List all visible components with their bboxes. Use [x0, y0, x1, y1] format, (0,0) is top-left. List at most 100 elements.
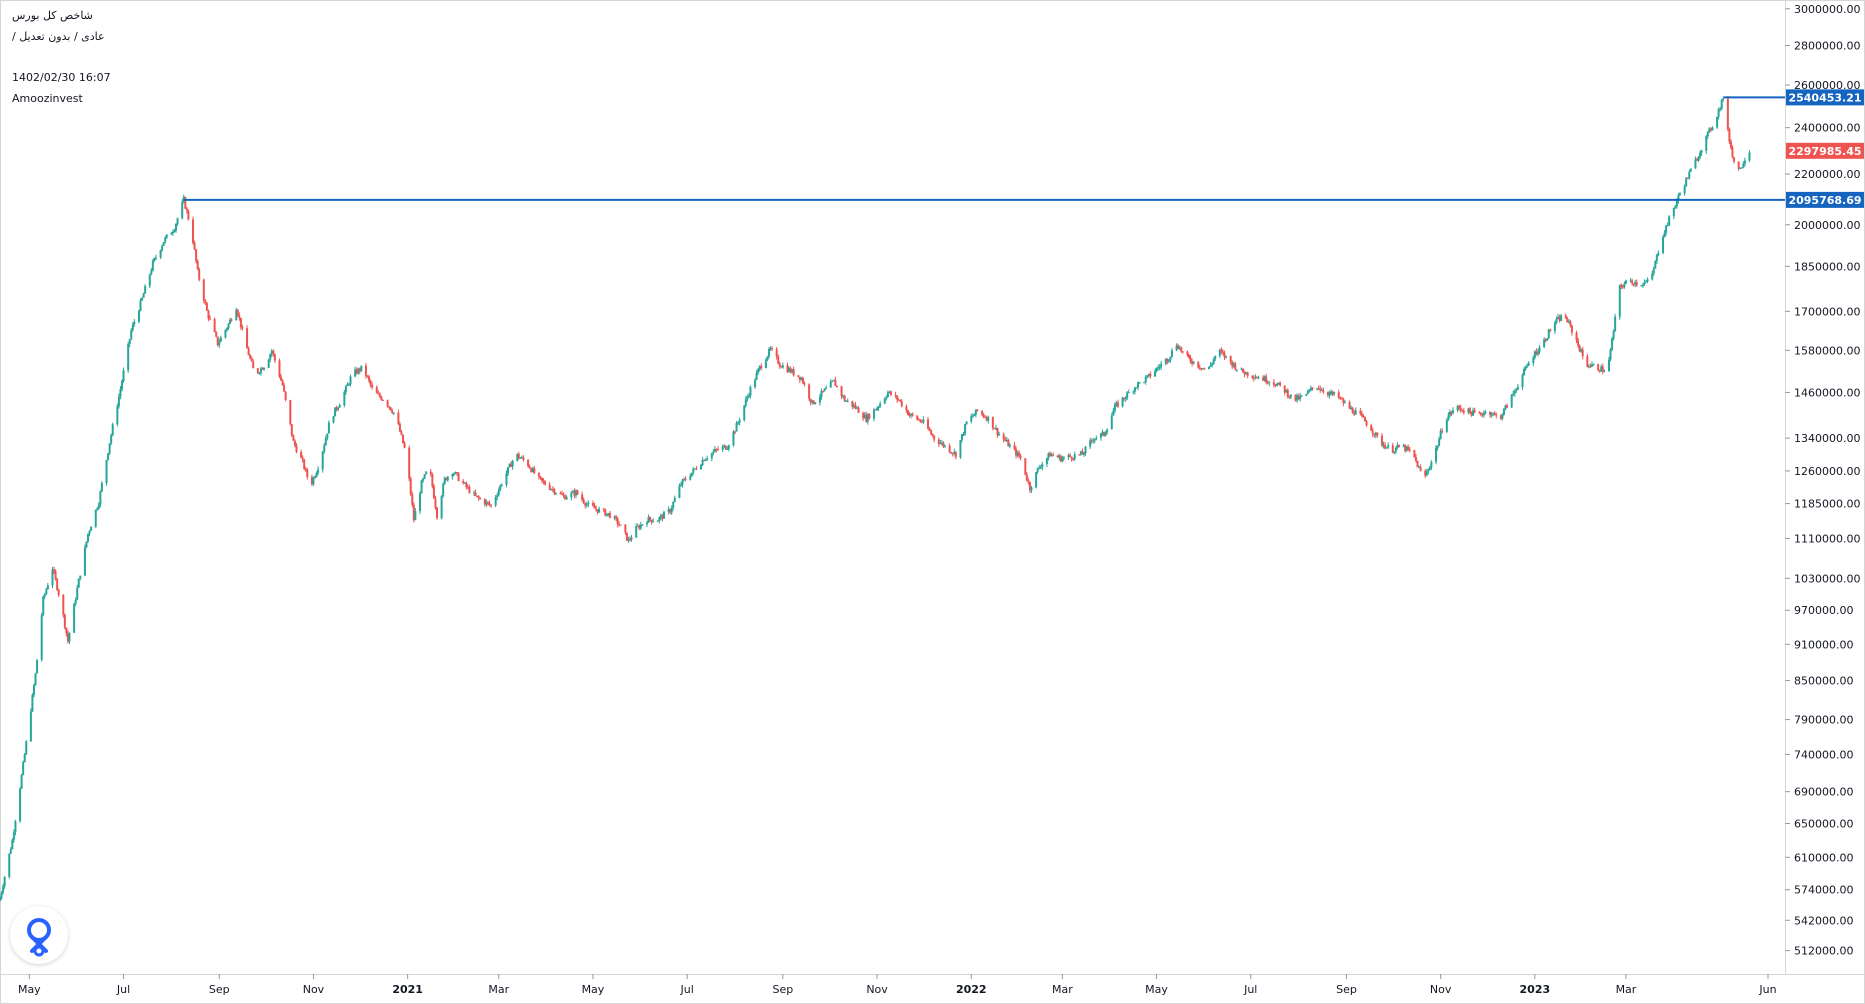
- candle-body: [1374, 432, 1377, 436]
- candle-body: [283, 385, 286, 392]
- candle-body: [281, 380, 284, 386]
- candle: [272, 349, 275, 357]
- time-tick-label: Jul: [1243, 983, 1257, 996]
- candle-body: [1590, 364, 1593, 367]
- candle: [409, 476, 412, 497]
- candle: [792, 366, 795, 377]
- candle-body: [429, 471, 432, 475]
- candle-body: [20, 774, 23, 789]
- candle: [974, 409, 977, 418]
- time-tick-label: Sep: [773, 983, 794, 996]
- candle: [1316, 388, 1319, 391]
- candle: [422, 477, 425, 483]
- candle: [154, 254, 157, 260]
- candle-body: [570, 492, 573, 498]
- candle-body: [3, 876, 6, 887]
- price-tick-label: 574000.00: [1794, 884, 1854, 897]
- candle-body: [1115, 402, 1118, 405]
- candle-body: [414, 511, 417, 521]
- candle-body: [327, 422, 330, 434]
- candle-body: [1257, 377, 1260, 379]
- candle: [100, 480, 103, 493]
- candle-body: [176, 218, 179, 224]
- price-tick-label: 790000.00: [1794, 714, 1854, 727]
- time-axis[interactable]: May Jul Sep Nov 2021 Mar May Jul Sep Nov 2022 Mar Ma…: [18, 974, 1777, 996]
- candle: [120, 379, 123, 392]
- candle: [1646, 277, 1649, 284]
- candle: [939, 439, 942, 445]
- candle: [930, 429, 933, 436]
- candle-body: [1408, 449, 1411, 451]
- candle-body: [1739, 168, 1742, 170]
- candle: [1679, 192, 1681, 196]
- candle: [1353, 409, 1356, 416]
- candle-body: [1600, 366, 1603, 372]
- candle: [747, 393, 750, 399]
- horizontal-levels[interactable]: [183, 96, 1785, 201]
- candle: [797, 375, 800, 378]
- candle: [1739, 167, 1742, 170]
- candle: [840, 385, 843, 400]
- location-pin-icon[interactable]: [10, 906, 68, 964]
- candle-body: [1242, 368, 1245, 373]
- candle-body: [684, 478, 687, 480]
- price-axis[interactable]: 3000000.002800000.002600000.002400000.00…: [1785, 3, 1860, 958]
- candle: [1005, 436, 1008, 443]
- candle-body: [920, 421, 923, 423]
- candle-body: [900, 401, 903, 407]
- candle: [1317, 385, 1320, 391]
- candle: [497, 487, 500, 497]
- candle: [1350, 405, 1353, 410]
- candle-body: [595, 508, 598, 510]
- candle: [1557, 313, 1560, 320]
- candle-body: [1640, 285, 1643, 287]
- candle-body: [57, 589, 60, 595]
- candle-body: [175, 223, 178, 231]
- candle: [1192, 360, 1195, 365]
- candle: [533, 465, 536, 475]
- candle: [764, 358, 767, 369]
- candle-body: [122, 370, 125, 382]
- candle-body: [165, 234, 168, 238]
- candle-body: [1435, 448, 1438, 462]
- candle: [678, 483, 681, 499]
- candle: [1445, 418, 1448, 434]
- candle: [984, 415, 987, 419]
- candle: [1699, 150, 1702, 160]
- candle: [456, 471, 459, 477]
- candle: [831, 380, 834, 383]
- candle: [1320, 387, 1323, 392]
- candle-body: [1047, 453, 1050, 458]
- candle: [1447, 412, 1450, 421]
- candle-body: [153, 258, 156, 261]
- candle: [338, 403, 341, 408]
- candle-body: [1331, 391, 1334, 395]
- candle: [1121, 396, 1124, 408]
- candle-body: [1337, 392, 1340, 398]
- candle-body: [224, 329, 227, 338]
- candle: [916, 415, 919, 421]
- candle-body: [1138, 382, 1141, 384]
- candle-body: [1499, 415, 1502, 419]
- candle-body: [1328, 393, 1331, 396]
- candle: [278, 358, 281, 379]
- candle: [1200, 367, 1203, 371]
- candle-body: [846, 400, 849, 402]
- candle-body: [1743, 160, 1746, 164]
- candle-body: [652, 521, 655, 523]
- candle-body: [797, 375, 800, 377]
- candle-body: [1516, 387, 1519, 390]
- candle-body: [235, 309, 238, 321]
- candle-body: [976, 409, 979, 411]
- candle-body: [1700, 150, 1703, 153]
- candle-body: [290, 424, 293, 436]
- candle: [1164, 358, 1167, 366]
- candle-body: [1192, 361, 1195, 364]
- price-tick-label: 2200000.00: [1794, 168, 1860, 181]
- candle-body: [238, 315, 241, 318]
- candle-body: [457, 473, 460, 482]
- candle-body: [800, 377, 803, 380]
- candle: [412, 502, 415, 523]
- candle-body: [548, 484, 551, 490]
